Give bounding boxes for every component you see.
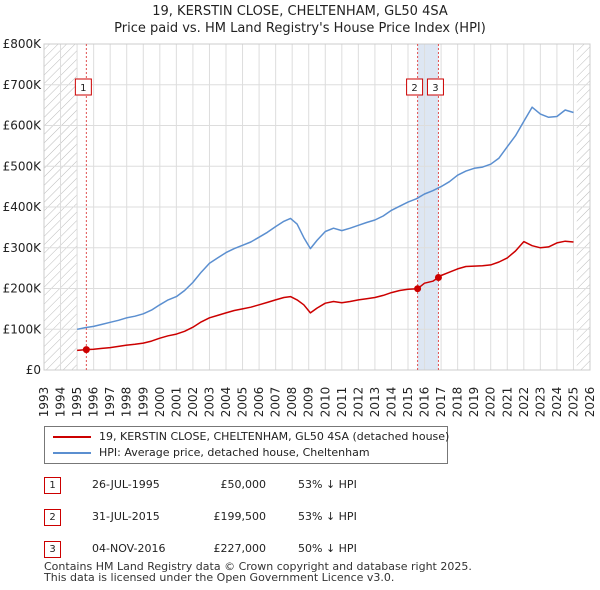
sale-date: 04-NOV-2016 bbox=[92, 542, 166, 555]
sale-price: £50,000 bbox=[220, 478, 267, 491]
x-tick-label: 2008 bbox=[285, 387, 299, 418]
x-tick-label: 1994 bbox=[54, 387, 68, 418]
x-tick-label: 1997 bbox=[103, 387, 117, 418]
sale-marker-box bbox=[74, 78, 92, 96]
sale-marker-box bbox=[406, 78, 424, 96]
chart-legend: 19, KERSTIN CLOSE, CHELTENHAM, GL50 4SA … bbox=[44, 426, 450, 464]
y-tick-label: £800K bbox=[3, 37, 43, 51]
sale-price: £199,500 bbox=[213, 510, 267, 523]
chart-subtitle: Price paid vs. HM Land Registry's House … bbox=[114, 21, 486, 36]
x-tick-label: 2006 bbox=[252, 387, 266, 418]
sale-hpi-diff: 53% ↓ HPI bbox=[298, 478, 357, 491]
y-tick-label: £400K bbox=[3, 200, 43, 214]
x-tick-label: 2021 bbox=[500, 387, 514, 418]
x-tick-label: 2020 bbox=[484, 387, 498, 418]
y-tick-label: £500K bbox=[3, 159, 43, 173]
x-tick-label: 2011 bbox=[335, 387, 349, 418]
y-tick-label: £700K bbox=[3, 78, 43, 92]
sale-row: 1 26-JUL-1995 £50,000 53% ↓ HPI bbox=[44, 472, 444, 504]
chart-title: 19, KERSTIN CLOSE, CHELTENHAM, GL50 4SA bbox=[152, 4, 448, 19]
y-tick-label: £300K bbox=[3, 241, 43, 255]
legend-swatch-property bbox=[53, 436, 91, 438]
x-tick-label: 2003 bbox=[202, 387, 216, 418]
x-tick-label: 2004 bbox=[219, 387, 233, 418]
legend-swatch-hpi bbox=[53, 452, 91, 454]
sale-date: 31-JUL-2015 bbox=[92, 510, 160, 523]
y-tick-label: £600K bbox=[3, 119, 43, 133]
x-tick-label: 2018 bbox=[451, 387, 465, 418]
x-tick-label: 2005 bbox=[236, 387, 250, 418]
x-tick-label: 2022 bbox=[517, 387, 531, 418]
sale-number-badge: 1 bbox=[44, 477, 61, 494]
footer-line-1: Contains HM Land Registry data © Crown c… bbox=[44, 560, 472, 573]
x-tick-label: 2016 bbox=[418, 387, 432, 418]
sale-hpi-diff: 50% ↓ HPI bbox=[298, 542, 357, 555]
x-tick-label: 1996 bbox=[87, 387, 101, 418]
x-tick-label: 2024 bbox=[550, 387, 564, 418]
y-tick-label: £0 bbox=[26, 363, 41, 377]
sale-point bbox=[82, 346, 90, 354]
x-tick-label: 2012 bbox=[351, 387, 365, 418]
footer-attribution: Contains HM Land Registry data © Crown c… bbox=[44, 561, 472, 583]
y-tick-label: £200K bbox=[3, 282, 43, 296]
footer-line-2: This data is licensed under the Open Gov… bbox=[44, 571, 395, 584]
x-tick-label: 1998 bbox=[120, 387, 134, 418]
price-chart: 1 2 3 £0 £100K £200K £300K £400K £500K £600K £700K… bbox=[3, 37, 597, 418]
x-tick-label: 1995 bbox=[70, 387, 84, 418]
x-tick-label: 2002 bbox=[186, 387, 200, 418]
sale-marker-box bbox=[426, 78, 444, 96]
x-tick-label: 2000 bbox=[153, 387, 167, 418]
x-tick-label: 2009 bbox=[302, 387, 316, 418]
x-tick-label: 2019 bbox=[467, 387, 481, 418]
property-series-line bbox=[77, 240, 574, 352]
x-tick-label: 2017 bbox=[434, 387, 448, 418]
sale-point bbox=[434, 273, 442, 281]
hpi-series-line bbox=[76, 106, 574, 331]
x-tick-label: 2023 bbox=[533, 387, 547, 418]
y-tick-label: £100K bbox=[3, 322, 43, 336]
sale-price: £227,000 bbox=[213, 542, 267, 555]
x-tick-label: 2001 bbox=[169, 387, 183, 418]
legend-label-property: 19, KERSTIN CLOSE, CHELTENHAM, GL50 4SA … bbox=[99, 430, 450, 443]
x-tick-label: 2025 bbox=[566, 387, 580, 418]
sale-marker-label: 2 bbox=[411, 83, 417, 94]
x-tick-label: 1993 bbox=[37, 387, 51, 418]
x-tick-label: 1999 bbox=[136, 387, 150, 418]
sale-number-badge: 3 bbox=[44, 541, 61, 558]
sale-row: 3 04-NOV-2016 £227,000 50% ↓ HPI bbox=[44, 536, 444, 568]
x-tick-label: 2026 bbox=[583, 387, 597, 418]
sale-point bbox=[414, 285, 422, 293]
legend-label-hpi: HPI: Average price, detached house, Chel… bbox=[99, 446, 370, 459]
x-tick-label: 2015 bbox=[401, 387, 415, 418]
plot-border bbox=[43, 43, 591, 371]
sale-date: 26-JUL-1995 bbox=[92, 478, 160, 491]
sale-row: 2 31-JUL-2015 £199,500 53% ↓ HPI bbox=[44, 504, 444, 536]
sale-marker-label: 3 bbox=[432, 83, 438, 94]
x-tick-label: 2014 bbox=[384, 387, 398, 418]
x-tick-label: 2013 bbox=[368, 387, 382, 418]
x-tick-label: 2010 bbox=[318, 387, 332, 418]
sale-number-badge: 2 bbox=[44, 509, 61, 526]
sale-hpi-diff: 53% ↓ HPI bbox=[298, 510, 357, 523]
x-tick-label: 2007 bbox=[269, 387, 283, 418]
sale-marker-label: 1 bbox=[80, 83, 86, 94]
sales-table: 1 26-JUL-1995 £50,000 53% ↓ HPI 2 31-JUL… bbox=[44, 472, 444, 568]
